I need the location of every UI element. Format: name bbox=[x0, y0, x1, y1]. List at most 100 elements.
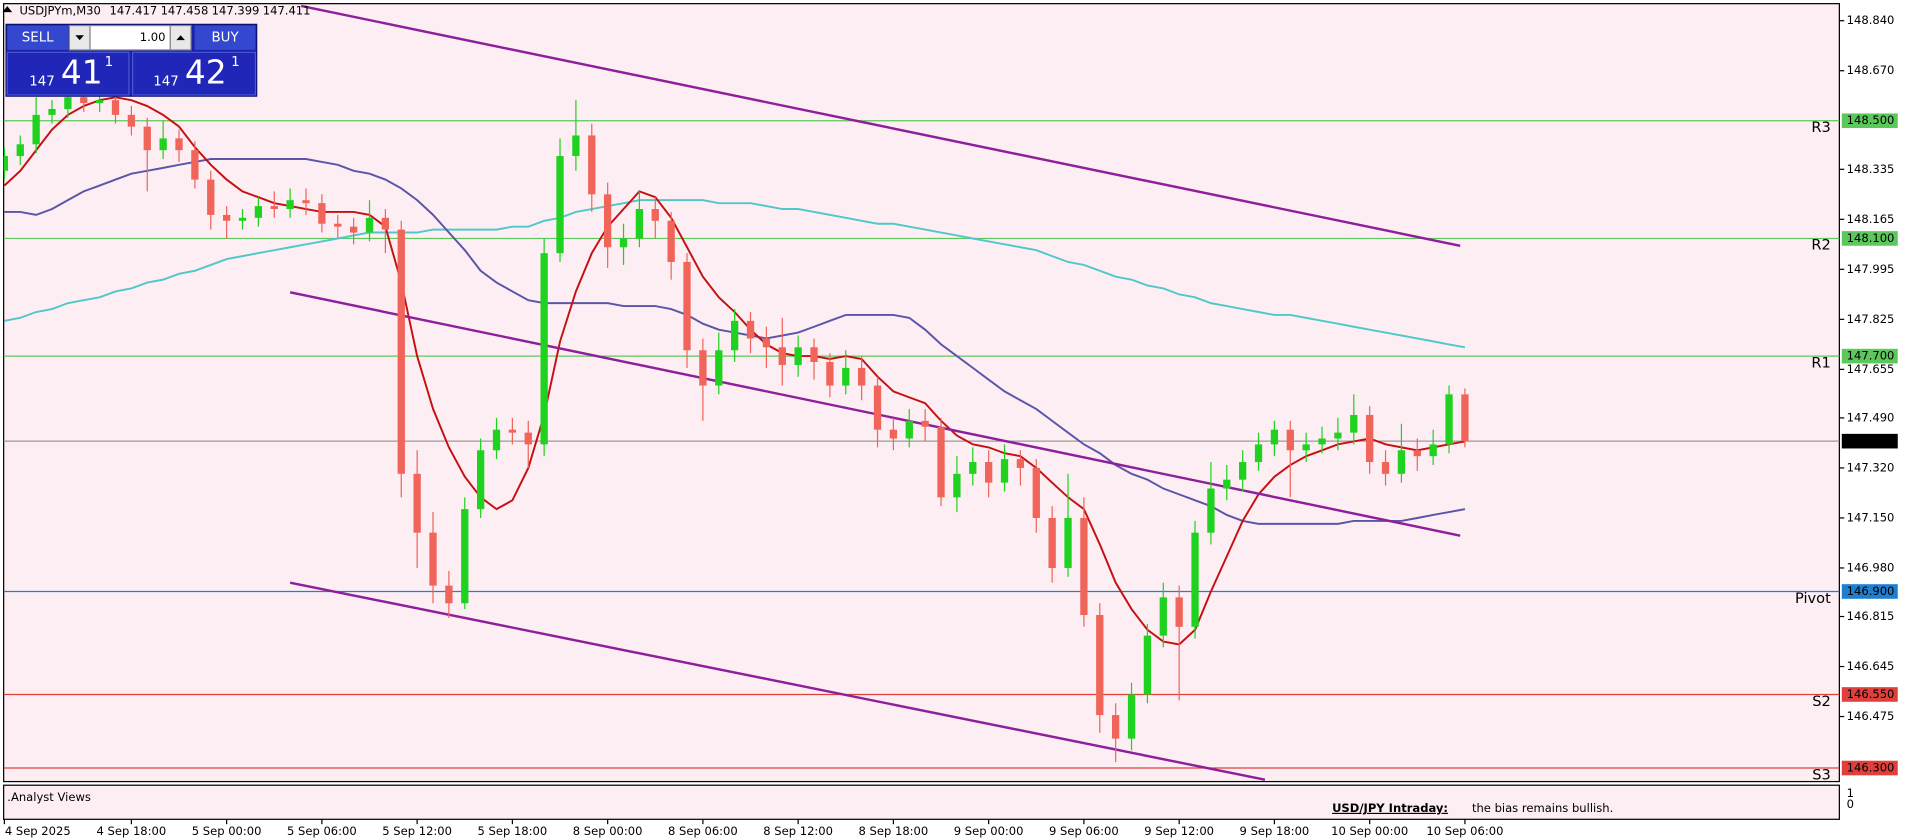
y-tick-label: 147.320 bbox=[1847, 460, 1895, 474]
candle-body bbox=[48, 108, 56, 115]
candle-body bbox=[540, 253, 548, 445]
level-price-box bbox=[1841, 113, 1898, 129]
candle-body bbox=[1143, 635, 1152, 695]
level-name: R2 bbox=[1811, 237, 1830, 254]
candle-body bbox=[1032, 467, 1040, 518]
candle-body bbox=[318, 203, 326, 224]
plot-layer bbox=[3, 4, 1840, 781]
candle-body bbox=[858, 367, 866, 386]
level-name: S3 bbox=[1812, 766, 1831, 783]
candle-body bbox=[667, 220, 675, 262]
trendline bbox=[289, 581, 1266, 781]
candle-body bbox=[1366, 414, 1374, 463]
lot-value[interactable]: 1.00 bbox=[140, 30, 166, 44]
y-tick-label: 148.165 bbox=[1847, 212, 1895, 226]
candle-body bbox=[32, 114, 40, 145]
candle-body bbox=[905, 420, 913, 439]
y-tick-label: 147.490 bbox=[1847, 410, 1895, 424]
x-tick-label: 5 Sep 18:00 bbox=[478, 824, 548, 838]
candle-body bbox=[1254, 444, 1263, 463]
candle-body bbox=[730, 320, 739, 351]
candle-body bbox=[1000, 459, 1009, 483]
candle-body bbox=[445, 585, 453, 604]
moving-average bbox=[4, 199, 1466, 349]
candle-body bbox=[143, 126, 151, 151]
y-tick-label: 147.655 bbox=[1847, 362, 1895, 376]
y-tick-label: 147.825 bbox=[1847, 312, 1895, 326]
candle-body bbox=[413, 473, 421, 533]
candle-body bbox=[175, 138, 183, 151]
sell-button[interactable] bbox=[7, 25, 69, 50]
lot-down-arrow bbox=[75, 35, 84, 41]
y-tick-label: 148.840 bbox=[1847, 13, 1895, 27]
sell-price-big: 147 bbox=[29, 75, 55, 90]
lot-up-arrow bbox=[176, 35, 185, 41]
panel-tick-label: 0 bbox=[1847, 797, 1854, 811]
x-tick-label: 9 Sep 12:00 bbox=[1144, 824, 1214, 838]
candle-body bbox=[1016, 459, 1025, 468]
candle-body bbox=[207, 179, 215, 215]
candle-body bbox=[1318, 438, 1326, 445]
candle-body bbox=[1350, 414, 1358, 433]
buy-label[interactable]: BUY bbox=[211, 31, 239, 46]
level-price-box bbox=[1841, 231, 1898, 246]
candle-body bbox=[286, 200, 294, 210]
candle-body bbox=[937, 426, 945, 498]
candle-body bbox=[476, 450, 485, 510]
level-name: R3 bbox=[1811, 119, 1830, 136]
x-tick-label: 10 Sep 06:00 bbox=[1426, 824, 1503, 838]
sell-label[interactable]: SELL bbox=[22, 31, 54, 46]
candle-body bbox=[1080, 517, 1088, 616]
candle-body bbox=[921, 420, 929, 427]
buy-price-box[interactable] bbox=[131, 51, 257, 96]
candle-body bbox=[1381, 462, 1390, 474]
candle-body bbox=[1112, 715, 1120, 739]
y-tick-label: 146.645 bbox=[1847, 659, 1895, 673]
candle-body bbox=[1048, 517, 1056, 568]
candle-body bbox=[270, 206, 278, 210]
x-tick-label: 8 Sep 00:00 bbox=[573, 824, 643, 838]
candle-body bbox=[1397, 450, 1406, 474]
indicator-title: .Analyst Views bbox=[7, 790, 91, 804]
candle-body bbox=[1302, 444, 1310, 451]
y-tick-label: 146.815 bbox=[1847, 609, 1895, 623]
x-tick-label: 4 Sep 18:00 bbox=[97, 824, 167, 838]
level-price-label: 148.500 bbox=[1847, 113, 1895, 127]
y-tick-label: 147.995 bbox=[1847, 262, 1895, 276]
candle-body bbox=[127, 114, 136, 127]
x-tick-label: 5 Sep 00:00 bbox=[192, 824, 262, 838]
candle-body bbox=[985, 462, 993, 483]
symbol-label: USDJPYm,M30 bbox=[19, 3, 100, 17]
candle-body bbox=[302, 200, 310, 204]
candle-body bbox=[349, 226, 358, 233]
candle-body bbox=[1223, 479, 1231, 489]
candle-body bbox=[619, 238, 628, 248]
y-tick-label: 147.150 bbox=[1847, 510, 1895, 524]
sell-price-pips: 41 bbox=[61, 54, 103, 92]
level-price-label: 146.300 bbox=[1847, 761, 1895, 775]
candle-body bbox=[762, 338, 771, 348]
candle-body bbox=[1191, 532, 1199, 627]
x-tick-label: 5 Sep 12:00 bbox=[382, 824, 452, 838]
level-price-label: 147.700 bbox=[1847, 349, 1895, 363]
buy-button[interactable] bbox=[194, 25, 256, 50]
panel-tick-label: 1 bbox=[1847, 786, 1854, 800]
candle-body bbox=[365, 217, 374, 233]
candle-body bbox=[746, 320, 755, 339]
candle-body bbox=[95, 100, 104, 104]
candle-body bbox=[254, 206, 263, 218]
x-tick-label: 9 Sep 18:00 bbox=[1240, 824, 1310, 838]
level-price-box bbox=[1841, 584, 1898, 599]
candle-body bbox=[3, 156, 9, 171]
candle-body bbox=[810, 347, 818, 363]
candle-body bbox=[1096, 615, 1104, 716]
candle-body bbox=[1429, 444, 1437, 457]
candle-body bbox=[16, 144, 24, 157]
sell-price-box[interactable] bbox=[6, 51, 130, 96]
level-price-label: 146.900 bbox=[1847, 584, 1895, 598]
buy-price-big: 147 bbox=[153, 75, 179, 90]
collapse-arrow[interactable] bbox=[2, 6, 13, 13]
level-name: R1 bbox=[1811, 354, 1830, 371]
note-label: USD/JPY Intraday: bbox=[1332, 801, 1448, 815]
candle-body bbox=[969, 462, 977, 474]
